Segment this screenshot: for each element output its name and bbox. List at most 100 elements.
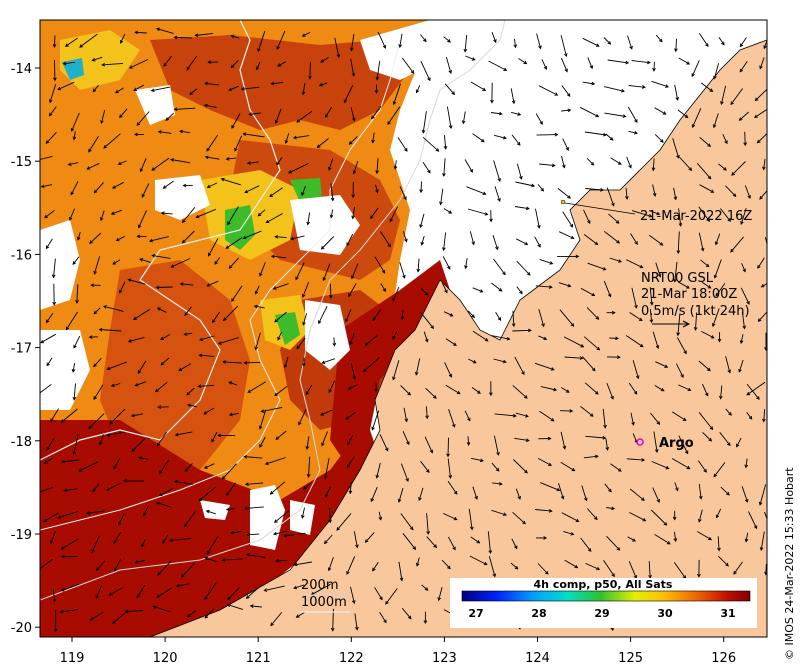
- current-vector-head: [302, 293, 306, 298]
- current-vector-head: [731, 172, 735, 176]
- current-vector-head: [48, 112, 53, 117]
- current-vector-head: [733, 570, 737, 575]
- current-vector-head: [415, 89, 420, 94]
- current-vector-head: [656, 499, 660, 503]
- current-vector: [254, 305, 265, 309]
- current-vector: [141, 538, 146, 547]
- current-vector-head: [427, 77, 431, 82]
- current-vector-head: [617, 468, 622, 472]
- argo-label: Argo: [659, 436, 694, 451]
- current-vector: [560, 35, 567, 57]
- current-vector-head: [706, 218, 710, 223]
- current-vector: [109, 587, 123, 596]
- current-vector-head: [228, 87, 232, 92]
- current-vector-head: [173, 479, 178, 484]
- current-vector: [627, 35, 633, 50]
- current-vector-head: [482, 87, 487, 91]
- current-vector: [348, 283, 357, 297]
- current-vector: [221, 178, 242, 186]
- current-vector-head: [379, 596, 383, 601]
- current-vector: [96, 560, 106, 571]
- current-vector: [605, 133, 614, 141]
- current-vector-head: [570, 532, 575, 536]
- current-vector: [674, 261, 678, 282]
- current-vector-head: [537, 224, 541, 229]
- current-vector: [673, 187, 677, 200]
- current-vector: [422, 136, 439, 152]
- current-vector: [133, 84, 145, 91]
- current-vector: [63, 61, 76, 65]
- current-vector-head: [603, 132, 607, 137]
- current-vector: [535, 208, 540, 228]
- current-vector: [222, 558, 243, 561]
- current-vector-head: [732, 193, 737, 197]
- current-vector: [245, 482, 264, 485]
- current-vector: [648, 561, 651, 578]
- current-vector: [162, 534, 169, 544]
- current-vector: [156, 28, 174, 34]
- current-vector-head: [691, 73, 695, 78]
- current-vector-head: [575, 518, 580, 522]
- current-vector-head: [385, 600, 389, 605]
- current-vector-head: [591, 81, 596, 86]
- current-vector: [626, 458, 645, 461]
- current-vector-head: [131, 448, 136, 453]
- current-vector: [372, 562, 379, 571]
- current-vector-head: [625, 196, 629, 200]
- current-vector-head: [159, 470, 163, 475]
- current-vector-head: [538, 45, 542, 50]
- current-vector-head: [611, 506, 616, 511]
- current-vector: [418, 487, 424, 501]
- current-vector: [402, 533, 416, 550]
- current-vector-head: [170, 264, 175, 268]
- current-vector: [420, 288, 429, 296]
- current-vector-head: [160, 336, 164, 340]
- current-vector-head: [524, 414, 529, 418]
- current-vector-head: [772, 216, 775, 219]
- current-vector: [301, 186, 306, 196]
- current-vector: [153, 606, 171, 613]
- current-vector-head: [332, 342, 337, 347]
- current-vector: [49, 106, 57, 116]
- current-vector-head: [44, 214, 48, 219]
- current-vector: [675, 38, 677, 52]
- current-vector-head: [587, 220, 591, 225]
- current-vector-head: [727, 218, 731, 222]
- current-vector-head: [355, 544, 359, 549]
- current-vector: [53, 258, 56, 278]
- current-vector: [733, 561, 743, 575]
- current-vector: [701, 383, 709, 396]
- current-vector-head: [664, 364, 669, 368]
- current-vector-head: [772, 600, 775, 603]
- current-vector: [40, 333, 57, 344]
- current-vector-head: [207, 60, 212, 65]
- current-vector: [163, 180, 174, 189]
- current-vector: [44, 457, 54, 464]
- current-vector: [70, 181, 79, 195]
- current-vector-head: [329, 295, 333, 299]
- current-vector: [539, 258, 553, 265]
- current-vector-head: [423, 620, 428, 625]
- current-vector: [212, 311, 220, 323]
- current-vector-head: [591, 292, 596, 297]
- current-vector: [46, 357, 53, 366]
- current-vector: [515, 488, 521, 500]
- current-vector-head: [124, 609, 129, 614]
- current-vector: [630, 233, 638, 245]
- current-vector: [293, 135, 310, 139]
- current-vector-head: [570, 323, 575, 327]
- current-vector-head: [348, 490, 353, 495]
- current-vector: [493, 435, 499, 456]
- current-vector-head: [259, 444, 263, 448]
- current-vector-head: [707, 367, 711, 372]
- current-vector-head: [156, 594, 161, 598]
- current-vector: [231, 113, 241, 129]
- current-vector-head: [49, 540, 54, 545]
- current-vector: [40, 155, 53, 160]
- current-vector: [157, 307, 167, 313]
- current-vector: [93, 256, 101, 275]
- current-vector-head: [723, 167, 727, 171]
- current-vector-head: [758, 501, 763, 506]
- current-vector-head: [292, 135, 297, 140]
